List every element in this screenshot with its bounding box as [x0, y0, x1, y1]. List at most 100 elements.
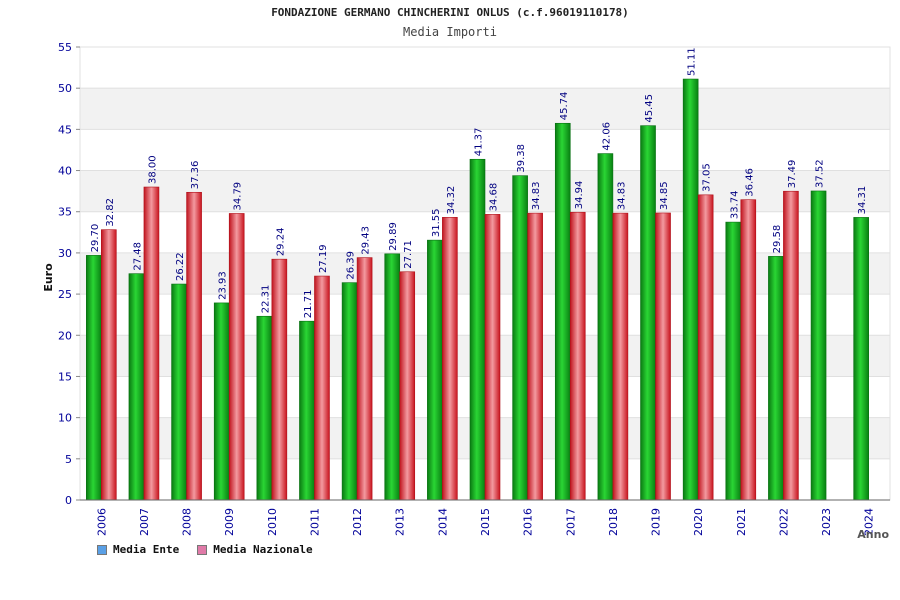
bar-media-nazionale — [101, 229, 117, 501]
bar-media-ente — [128, 273, 145, 501]
value-label-ente: 22.31 — [260, 285, 271, 314]
y-tick-label: 55 — [58, 41, 72, 54]
legend-item-nazionale: Media Nazionale — [197, 543, 313, 556]
x-tick-label: 2011 — [308, 508, 321, 536]
x-axis-label: Anno — [857, 528, 889, 541]
value-label-ente: 42.06 — [601, 122, 612, 151]
value-label-ente: 37.52 — [815, 159, 826, 188]
y-axis-ticks: 0 5 10 15 20 25 30 35 40 45 50 55 — [58, 41, 80, 507]
x-tick-label: 2018 — [607, 508, 620, 536]
legend-swatch-nazionale — [197, 544, 208, 555]
bar-media-ente — [810, 190, 827, 501]
x-tick-label: 2007 — [138, 508, 151, 536]
value-label-nazionale: 27.19 — [318, 244, 329, 273]
value-label-nazionale: 37.36 — [190, 161, 201, 190]
bar-media-nazionale — [484, 214, 501, 501]
bar-media-ente — [384, 253, 401, 501]
value-label-ente: 45.74 — [559, 92, 570, 121]
background-band — [80, 47, 890, 89]
bar-media-nazionale — [356, 257, 373, 501]
value-label-nazionale: 34.94 — [574, 181, 585, 210]
value-label-nazionale: 34.79 — [233, 182, 244, 211]
x-tick-label: 2010 — [266, 508, 279, 536]
x-tick-label: 2020 — [692, 508, 705, 536]
value-label-ente: 21.71 — [303, 290, 314, 319]
bar-media-ente — [597, 153, 614, 501]
value-label-nazionale: 38.00 — [147, 155, 158, 184]
bar-media-nazionale — [186, 191, 202, 501]
bar-media-ente — [682, 78, 699, 501]
value-label-ente: 29.58 — [772, 225, 783, 254]
bar-media-ente — [427, 239, 443, 501]
bar-media-ente — [341, 282, 358, 501]
x-tick-label: 2008 — [181, 508, 194, 536]
bar-media-nazionale — [612, 212, 629, 501]
bar-media-ente — [640, 125, 656, 501]
bar-media-ente — [256, 315, 273, 501]
bar-media-ente — [171, 283, 187, 501]
bar-media-nazionale — [697, 194, 714, 501]
chart-subtitle: Media Importi — [403, 25, 497, 39]
bar-media-nazionale — [655, 212, 671, 501]
x-tick-label: 2022 — [777, 508, 790, 536]
value-label-ente: 29.89 — [388, 222, 399, 251]
bar-media-nazionale — [399, 271, 416, 501]
y-tick-label: 20 — [58, 329, 72, 342]
bar-media-nazionale — [527, 212, 543, 501]
value-label-nazionale: 37.05 — [702, 163, 713, 192]
x-tick-label: 2017 — [564, 508, 577, 536]
y-tick-label: 30 — [58, 247, 72, 260]
bar-media-ente — [554, 122, 571, 501]
x-tick-label: 2016 — [522, 508, 535, 536]
x-tick-label: 2021 — [735, 508, 748, 536]
legend-item-ente: Media Ente — [97, 543, 179, 556]
value-label-nazionale: 37.49 — [787, 160, 798, 189]
value-label-nazionale: 29.43 — [361, 226, 372, 255]
x-tick-label: 2006 — [95, 508, 108, 536]
y-tick-label: 45 — [58, 123, 72, 136]
y-tick-label: 5 — [65, 453, 72, 466]
value-label-ente: 39.38 — [516, 144, 527, 173]
value-label-nazionale: 27.71 — [403, 240, 414, 269]
y-tick-label: 0 — [65, 494, 72, 507]
x-tick-label: 2023 — [820, 508, 833, 536]
y-tick-label: 10 — [58, 412, 72, 425]
value-label-nazionale: 34.68 — [489, 183, 500, 212]
value-label-nazionale: 34.85 — [659, 181, 670, 210]
bar-media-ente — [299, 320, 315, 501]
x-tick-label: 2012 — [351, 508, 364, 536]
bar-media-nazionale — [314, 275, 330, 501]
value-label-nazionale: 34.32 — [446, 186, 457, 215]
bar-media-ente — [725, 221, 742, 501]
y-tick-label: 35 — [58, 206, 72, 219]
value-labels: 29.70 32.82 27.48 38.00 26.22 37.36 23.93 34.79… — [90, 47, 868, 318]
value-label-ente: 29.70 — [90, 224, 101, 253]
value-label-ente: 45.45 — [644, 94, 655, 123]
bar-media-nazionale — [740, 199, 757, 501]
value-label-ente: 26.22 — [175, 252, 186, 281]
bar-media-ente — [768, 256, 784, 501]
value-label-nazionale: 34.83 — [616, 181, 627, 210]
y-tick-label: 50 — [58, 82, 72, 95]
value-label-ente: 26.39 — [346, 251, 357, 280]
x-tick-label: 2019 — [650, 508, 663, 536]
value-label-ente: 41.37 — [474, 128, 485, 157]
bars-group — [86, 78, 869, 501]
value-label-nazionale: 36.46 — [744, 168, 755, 197]
chart-title: FONDAZIONE GERMANO CHINCHERINI ONLUS (c.… — [271, 6, 629, 19]
value-label-ente: 27.48 — [132, 242, 143, 271]
bar-media-nazionale — [442, 217, 458, 501]
bar-media-nazionale — [783, 190, 799, 501]
x-axis-ticks: 2006 2007 2008 2009 2010 2011 2012 2013 2014 2015… — [95, 508, 875, 536]
bar-media-nazionale — [569, 211, 586, 501]
value-label-ente: 51.11 — [687, 47, 698, 76]
legend-swatch-ente — [97, 544, 107, 555]
value-label-ente: 23.93 — [218, 271, 229, 300]
legend-label-ente: Media Ente — [113, 543, 180, 556]
bar-media-nazionale — [143, 186, 160, 501]
value-label-ente: 34.31 — [857, 186, 868, 215]
value-label-nazionale: 32.82 — [105, 198, 116, 227]
x-tick-label: 2024 — [863, 508, 876, 536]
legend-label-nazionale: Media Nazionale — [213, 543, 313, 556]
x-tick-label: 2013 — [394, 508, 407, 536]
